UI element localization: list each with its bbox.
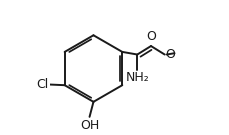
- Text: O: O: [165, 48, 175, 61]
- Text: O: O: [146, 30, 156, 43]
- Text: OH: OH: [80, 119, 99, 132]
- Text: NH₂: NH₂: [125, 71, 149, 84]
- Text: Cl: Cl: [37, 78, 49, 91]
